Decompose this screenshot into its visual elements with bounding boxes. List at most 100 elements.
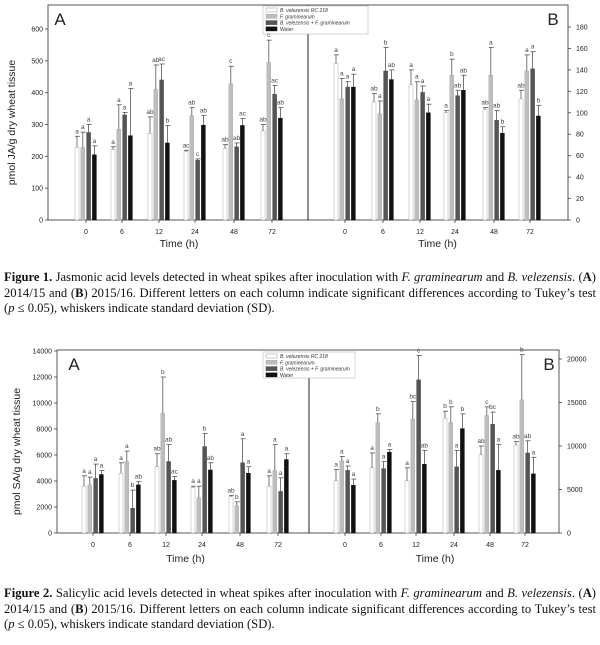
y-tick-label: 40: [576, 175, 584, 182]
significance-letter: a: [94, 456, 98, 463]
bar: [86, 132, 91, 221]
y-tick-label: 6000: [36, 453, 52, 460]
bar: [536, 115, 541, 221]
caption-text: Jasmonic acid levels detected in wheat s…: [52, 270, 402, 284]
bar: [351, 86, 356, 221]
legend-swatch: [265, 20, 278, 25]
bar: [369, 467, 375, 534]
y-tick-label: 0: [48, 531, 52, 538]
y-tick-label: 14000: [33, 349, 53, 356]
significance-letter: ab: [493, 103, 501, 110]
y-axis-label: pmol SA/g dry wheat tissue: [11, 388, 23, 515]
legend-entry: F. graminearum: [280, 14, 315, 20]
bar: [414, 99, 419, 221]
bar: [333, 63, 339, 221]
bar: [524, 70, 529, 221]
y-tick-label: 20000: [567, 357, 587, 364]
x-tick-label: 12: [155, 229, 163, 236]
x-tick-label: 0: [91, 542, 95, 549]
significance-letter: ac: [158, 56, 166, 63]
bar: [420, 92, 425, 221]
caption-panel: B: [75, 601, 84, 616]
y-tick-label: 0: [39, 218, 43, 225]
panel-letter: A: [54, 10, 66, 29]
significance-letter: a: [340, 448, 344, 455]
significance-letter: a: [388, 441, 392, 448]
legend-entry: B. velezensis RC 218: [280, 8, 328, 14]
x-axis-label: Time (h): [160, 238, 199, 250]
bar: [351, 484, 356, 534]
bar: [410, 418, 415, 534]
y-tick-label: 10000: [567, 444, 587, 451]
caption-text: ) 2015/16. Different letters on each col…: [4, 601, 596, 632]
y-tick-label: 300: [31, 122, 43, 129]
bar: [93, 478, 98, 534]
x-tick-label: 24: [450, 542, 458, 549]
bar: [339, 460, 344, 534]
significance-letter: a: [497, 436, 501, 443]
figure-1-caption: Figure 1. Jasmonic acid levels detected …: [4, 270, 596, 317]
caption-text: . (: [572, 270, 583, 284]
bar: [110, 149, 116, 221]
significance-letter: ab: [460, 67, 468, 74]
x-axis-label: Time (h): [166, 553, 205, 565]
y-tick-label: 140: [576, 67, 588, 74]
y-tick-label: 80: [576, 132, 584, 139]
y-tick-label: 10000: [33, 401, 53, 408]
significance-letter: c: [485, 399, 489, 406]
bar: [383, 70, 388, 221]
significance-letter: c: [229, 58, 233, 65]
significance-letter: c: [267, 32, 271, 39]
bar: [416, 379, 421, 534]
legend-swatch: [265, 26, 278, 32]
significance-letter: b: [461, 406, 465, 413]
significance-letter: ab: [421, 442, 429, 449]
significance-letter: a: [247, 459, 251, 466]
bar: [160, 413, 166, 534]
significance-letter: ab: [512, 434, 520, 441]
bar: [99, 474, 104, 534]
significance-letter: ab: [135, 474, 143, 481]
significance-letter: b: [520, 347, 524, 354]
x-tick-label: 24: [451, 229, 459, 236]
bar: [130, 508, 135, 534]
significance-letter: a: [421, 78, 425, 85]
legend-swatch: [265, 353, 278, 359]
significance-letter: ab: [221, 137, 229, 144]
significance-letter: a: [191, 478, 195, 485]
bar: [195, 159, 200, 221]
x-tick-label: 0: [84, 229, 88, 236]
bar: [455, 95, 460, 221]
significance-letter: a: [370, 445, 374, 452]
plot-frame: [56, 349, 560, 534]
significance-letter: ab: [165, 437, 173, 444]
bar: [272, 94, 277, 221]
bar: [478, 454, 484, 534]
y-tick-label: 8000: [36, 427, 52, 434]
bar: [189, 115, 195, 221]
caption-text: ) 2014/15 and (: [4, 586, 596, 616]
x-tick-label: 72: [521, 542, 529, 549]
caption-p: p: [8, 301, 15, 316]
legend-swatch: [265, 360, 278, 365]
significance-letter: a: [531, 44, 535, 51]
bar: [228, 496, 234, 534]
x-tick-label: 48: [490, 229, 498, 236]
significance-letter: b: [235, 494, 239, 501]
bar: [240, 125, 245, 221]
significance-letter: a: [334, 47, 338, 54]
bar: [377, 113, 382, 221]
caption-text: and: [482, 270, 508, 284]
significance-letter: ab: [227, 487, 235, 494]
significance-letter: a: [82, 468, 86, 475]
bar: [147, 133, 153, 221]
bar: [124, 461, 130, 534]
bar: [284, 459, 289, 534]
bar: [443, 112, 449, 221]
bar: [278, 117, 283, 221]
y-tick-label: 100: [576, 110, 588, 117]
legend-box: [262, 351, 356, 379]
significance-letter: b: [203, 426, 207, 433]
significance-letter: a: [285, 446, 289, 453]
